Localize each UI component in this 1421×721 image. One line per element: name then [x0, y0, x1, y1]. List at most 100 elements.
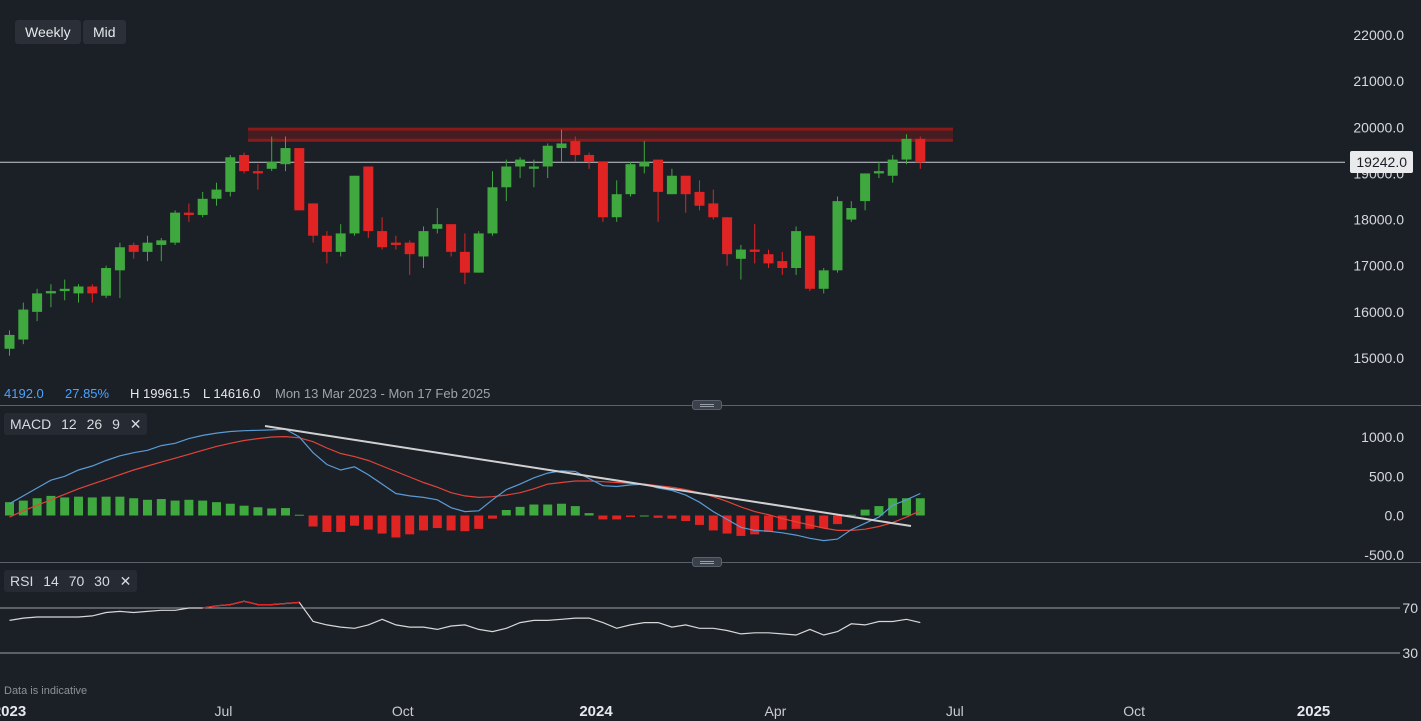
change-value: 4192.0 [4, 386, 44, 401]
macd-tick-label: 500.0 [1369, 468, 1404, 484]
rsi-chart[interactable]: 70 30 [0, 563, 1421, 699]
interval-button[interactable]: Weekly [15, 20, 81, 44]
macd-histogram-bar [764, 515, 773, 532]
macd-histogram-bar [308, 515, 318, 527]
rsi-tick-label: 70 [1402, 600, 1418, 616]
candle-body [846, 208, 857, 220]
candle-body [197, 198, 208, 215]
macd-histogram-bar [239, 505, 249, 516]
price-type-button[interactable]: Mid [83, 20, 126, 44]
candle-body [708, 203, 719, 218]
macd-histogram-bar [653, 515, 663, 518]
candle-body [722, 217, 733, 255]
candle-body [473, 233, 484, 273]
macd-histogram-bar [777, 515, 787, 530]
x-tick-label: Apr [765, 703, 787, 719]
macd-histogram-bar [584, 513, 594, 516]
candle-body [873, 171, 884, 174]
y-tick-label: 20000.0 [1353, 119, 1404, 135]
candle-body [363, 166, 374, 232]
candle-body [404, 242, 415, 255]
macd-line [9, 428, 921, 542]
x-tick-label: Oct [392, 703, 414, 719]
macd-histogram-bar [626, 515, 635, 518]
macd-histogram-bar [363, 515, 373, 530]
candle-body [666, 175, 677, 195]
disclaimer: Data is indicative [4, 685, 88, 697]
price-chart[interactable]: 22000.021000.020000.019000.018000.017000… [0, 0, 1421, 405]
macd-histogram-bar [432, 515, 442, 529]
macd-tick-label: 0.0 [1385, 508, 1405, 524]
y-tick-label: 17000.0 [1353, 258, 1404, 274]
macd-histogram-bar [833, 515, 842, 525]
time-axis: 2023 Jul Oct 2024 Apr Jul Oct 2025 [0, 703, 1330, 720]
candle-body [280, 148, 291, 165]
macd-histogram-bar [184, 499, 194, 516]
candle-body [887, 159, 898, 176]
candle-body [735, 249, 746, 259]
candle-body [446, 224, 457, 252]
macd-histogram-bar [391, 515, 401, 538]
candle-body [390, 242, 401, 245]
candle-body [611, 194, 622, 218]
macd-signal-line [9, 435, 921, 531]
candle-body [4, 334, 15, 349]
macd-histogram-bar [87, 497, 97, 516]
x-tick-label: Jul [214, 703, 232, 719]
candle-body [321, 235, 332, 252]
candle-body [860, 173, 871, 202]
candle-body [114, 247, 125, 271]
rsi-line [9, 600, 921, 636]
close-icon[interactable]: ✕ [119, 573, 132, 589]
macd-tick-label: 1000.0 [1361, 429, 1404, 445]
macd-histogram-bar [405, 515, 415, 535]
macd-histogram-bar [101, 496, 111, 516]
candle-body [694, 191, 705, 206]
macd-histogram-bar [501, 510, 511, 516]
resize-handle[interactable] [692, 400, 722, 410]
rsi-legend[interactable]: RSI 14 70 30 ✕ [4, 570, 138, 592]
macd-histogram-bar [419, 515, 428, 531]
y-tick-label: 21000.0 [1353, 73, 1404, 89]
macd-histogram-bar [460, 515, 470, 532]
candle-body [349, 175, 360, 234]
rsi-overbought-segment [216, 603, 231, 607]
macd-histogram-bar [543, 504, 553, 516]
macd-histogram-bar [722, 515, 732, 534]
y-tick-label: 18000.0 [1353, 212, 1404, 228]
macd-histogram-bar [612, 515, 622, 520]
y-tick-label: 16000.0 [1353, 304, 1404, 320]
candle-body [335, 233, 346, 252]
rsi-overbought: 70 [68, 573, 85, 589]
resistance-band [248, 129, 953, 141]
candle-body [59, 288, 70, 292]
candle-body [101, 268, 112, 296]
date-range: Mon 13 Mar 2023 - Mon 17 Feb 2025 [275, 386, 491, 401]
candle-body [804, 235, 815, 289]
macd-histogram-bar [129, 498, 139, 516]
change-percent: 27.85% [65, 386, 110, 401]
macd-histogram-bar [639, 515, 649, 517]
candle-body [308, 203, 319, 236]
macd-histogram-bar [488, 515, 497, 519]
close-icon[interactable]: ✕ [129, 416, 142, 432]
low-value: L 14616.0 [203, 386, 261, 401]
rsi-overbought-segment [202, 605, 217, 609]
macd-legend[interactable]: MACD 12 26 9 ✕ [4, 413, 148, 435]
macd-tick-label: -500.0 [1364, 547, 1404, 562]
candle-body [377, 231, 388, 248]
candle-body [832, 201, 843, 271]
macd-histogram-bar [708, 515, 718, 531]
macd-histogram-bar [529, 504, 539, 516]
macd-histogram-bar [695, 515, 704, 525]
y-tick-label: 15000.0 [1353, 350, 1404, 366]
x-tick-label: 2024 [579, 703, 613, 720]
macd-fast: 12 [61, 416, 77, 432]
macd-chart[interactable]: 1000.0 500.0 0.0 -500.0 [0, 406, 1421, 562]
y-tick-label: 22000.0 [1353, 27, 1404, 43]
candle-body [45, 291, 56, 294]
macd-histogram-bar [198, 500, 208, 516]
candle-body [294, 148, 305, 211]
resize-handle[interactable] [692, 557, 722, 567]
macd-histogram-bar [32, 498, 42, 516]
